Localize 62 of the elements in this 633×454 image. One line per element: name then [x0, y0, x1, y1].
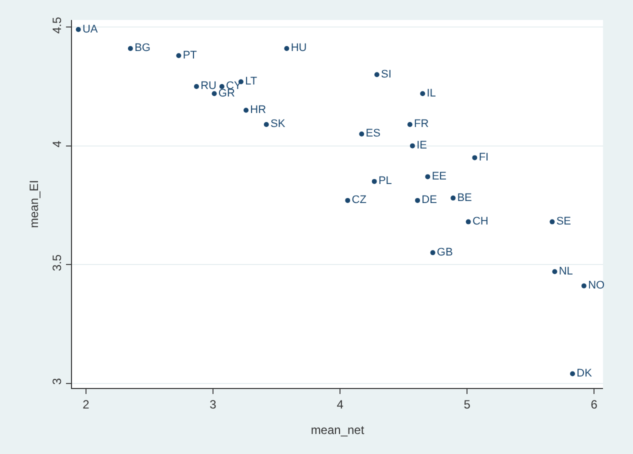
data-label: LT [245, 75, 258, 88]
point [552, 269, 558, 274]
x-tick-label: 4 [336, 397, 344, 412]
point [219, 84, 224, 89]
data-label: CH [472, 216, 488, 228]
data-label: NL [558, 265, 573, 278]
data-label: HU [290, 42, 307, 54]
x-tick-label: 6 [590, 397, 598, 412]
y-tick-label: 3 [50, 378, 64, 385]
x-tick-label: 3 [210, 397, 217, 412]
point [415, 198, 420, 203]
y-tick-label: 4.5 [50, 16, 64, 34]
data-label: CZ [352, 194, 367, 206]
point [466, 219, 471, 224]
point [410, 143, 415, 148]
point [264, 122, 269, 127]
point [420, 91, 426, 96]
point [550, 219, 555, 224]
data-label: HR [250, 104, 266, 116]
point [176, 53, 182, 58]
data-label: BG [134, 42, 150, 54]
point [359, 131, 364, 136]
point [128, 46, 133, 51]
data-label: IL [426, 87, 436, 100]
x-tick-label: 2 [82, 397, 90, 412]
data-label: RU [200, 80, 217, 92]
data-label: ES [366, 128, 380, 140]
point [374, 72, 380, 78]
point [244, 108, 249, 113]
data-label: BE [457, 192, 472, 204]
y-tick-label: 4 [50, 140, 64, 148]
data-label: GB [436, 246, 453, 258]
data-label: SE [556, 216, 572, 228]
x-axis-title: mean_net [310, 423, 365, 437]
data-label: UA [82, 23, 98, 36]
point [194, 84, 199, 89]
point [425, 174, 430, 180]
point [581, 283, 586, 288]
data-label: EE [432, 170, 447, 182]
point [284, 46, 290, 51]
x-tick-label: 5 [464, 397, 471, 412]
point [76, 27, 81, 32]
data-label: SI [381, 68, 392, 80]
data-label: IE [416, 140, 427, 152]
point [472, 155, 478, 160]
data-label: FI [478, 151, 489, 164]
point [345, 198, 350, 203]
data-label: PT [182, 49, 198, 62]
data-label: DE [422, 194, 437, 206]
data-label: NO [588, 280, 606, 292]
data-label: DK [576, 368, 593, 380]
data-label: SK [270, 118, 286, 130]
y-tick-label: 3.5 [50, 254, 64, 272]
data-label: PL [378, 175, 392, 188]
point [430, 250, 436, 256]
point [212, 91, 217, 96]
point [407, 122, 412, 127]
point [450, 196, 456, 201]
point [570, 371, 576, 376]
y-axis-title: mean_EI [27, 180, 41, 228]
data-label: FR [414, 118, 429, 130]
point [372, 178, 377, 184]
